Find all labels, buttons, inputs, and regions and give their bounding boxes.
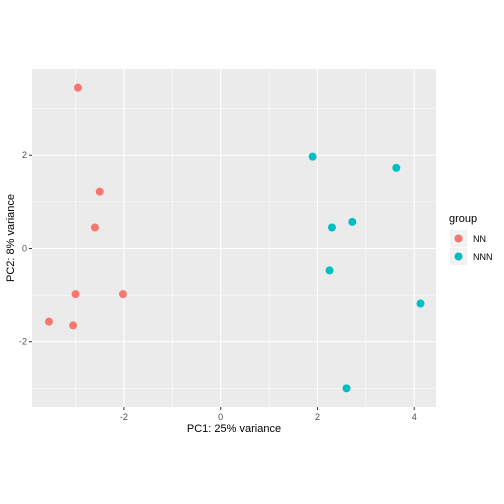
y-tick-label: 0 <box>22 243 27 253</box>
y-tick-label: 2 <box>22 150 27 160</box>
plot-panel <box>32 69 436 407</box>
data-point-nn <box>69 321 78 330</box>
data-point-nn <box>118 290 127 299</box>
y-axis-ticks: -2 0 2 <box>19 150 32 347</box>
data-point-nnn <box>392 163 401 172</box>
legend-title: group <box>449 213 477 225</box>
data-point-nnn <box>416 299 425 308</box>
legend-label: NNN <box>473 252 493 262</box>
data-point-nn <box>71 290 80 299</box>
y-axis-title: PC2: 8% variance <box>5 194 17 282</box>
minor-gridlines <box>32 69 436 407</box>
data-point-nn <box>90 223 99 232</box>
data-point-nnn <box>327 223 336 232</box>
x-tick-label: 2 <box>315 412 320 422</box>
data-point-nn <box>73 83 82 92</box>
x-tick-label: 0 <box>218 412 223 422</box>
x-tick-label: 4 <box>412 412 417 422</box>
data-point-nn <box>44 317 53 326</box>
data-points <box>44 83 425 393</box>
x-tick-label: -2 <box>120 412 128 422</box>
legend-label: NN <box>473 234 486 244</box>
legend-key-nn <box>454 234 463 243</box>
y-tick-label: -2 <box>19 337 27 347</box>
legend-key-nnn <box>454 252 463 261</box>
data-point-nnn <box>348 217 357 226</box>
data-point-nnn <box>325 266 334 275</box>
x-axis-ticks: -2 0 2 4 <box>120 407 417 422</box>
x-axis-title: PC1: 25% variance <box>187 423 281 435</box>
major-gridlines <box>32 69 436 407</box>
data-point-nnn <box>308 152 317 161</box>
data-point-nn <box>95 187 104 196</box>
data-point-nnn <box>342 384 351 393</box>
